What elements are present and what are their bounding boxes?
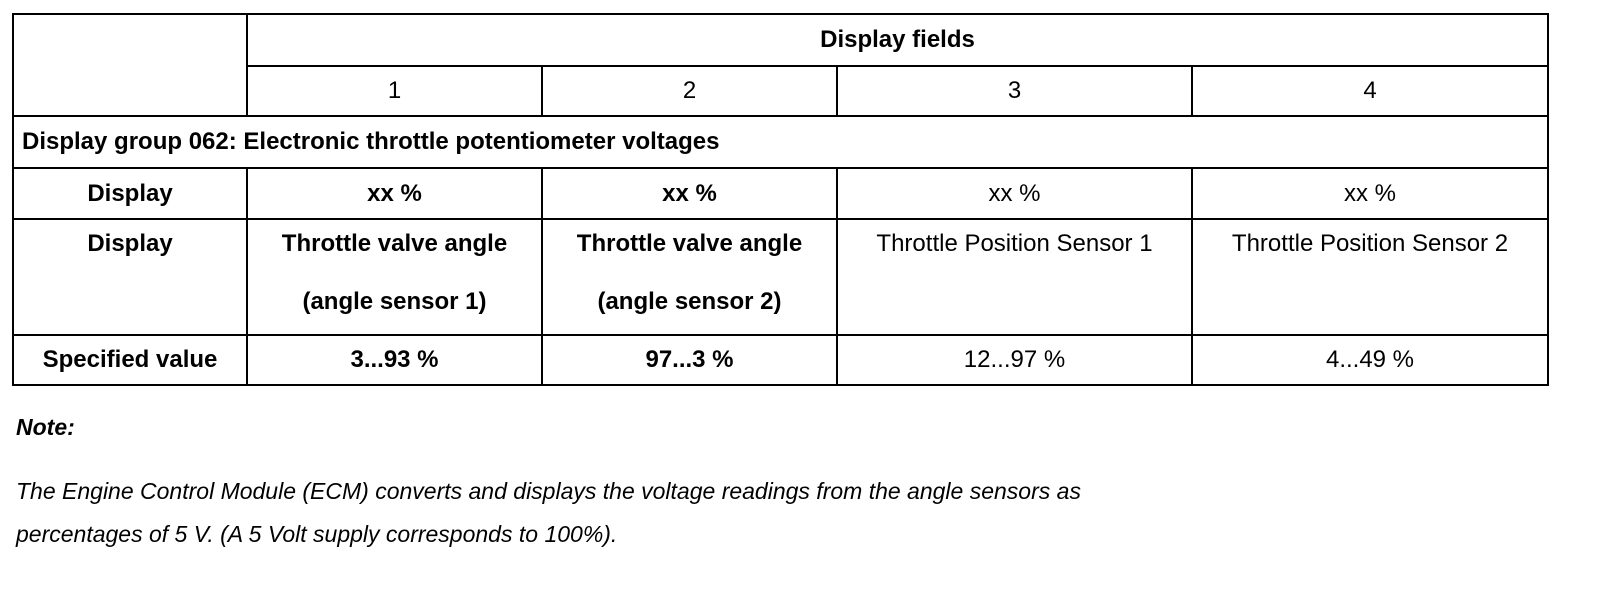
- column-header: 2: [541, 65, 838, 117]
- row-label: Display: [12, 167, 248, 220]
- cell: 12...97 %: [836, 334, 1193, 386]
- column-header: 3: [836, 65, 1193, 117]
- cell: xx %: [541, 167, 838, 220]
- corner-cell: [12, 13, 248, 117]
- note-line: percentages of 5 V. (A 5 Volt supply cor…: [16, 521, 618, 547]
- cell-line: Throttle valve angle: [281, 230, 508, 257]
- group-title: Display group 062: Electronic throttle p…: [12, 115, 1549, 169]
- column-header: 1: [246, 65, 543, 117]
- cell: 4...49 %: [1191, 334, 1549, 386]
- cell: xx %: [246, 167, 543, 220]
- cell-line: (angle sensor 2): [597, 288, 782, 315]
- cell: xx %: [836, 167, 1193, 220]
- data-table: Display fields 1 2 3 4 Display group 062…: [12, 13, 1549, 386]
- cell-line: Throttle valve angle: [576, 230, 803, 257]
- cell: Throttle valve angle (angle sensor 1): [246, 218, 543, 336]
- cell-line: (angle sensor 1): [302, 288, 487, 315]
- note-line: The Engine Control Module (ECM) converts…: [16, 478, 1081, 504]
- cell: 97...3 %: [541, 334, 838, 386]
- row-label: Specified value: [12, 334, 248, 386]
- cell: Throttle valve angle (angle sensor 2): [541, 218, 838, 336]
- column-header: 4: [1191, 65, 1549, 117]
- cell: Throttle Position Sensor 1: [836, 218, 1193, 336]
- note-title: Note:: [16, 414, 75, 440]
- cell: xx %: [1191, 167, 1549, 220]
- cell: Throttle Position Sensor 2: [1191, 218, 1549, 336]
- header-title: Display fields: [246, 13, 1549, 67]
- cell: 3...93 %: [246, 334, 543, 386]
- row-label: Display: [12, 218, 248, 336]
